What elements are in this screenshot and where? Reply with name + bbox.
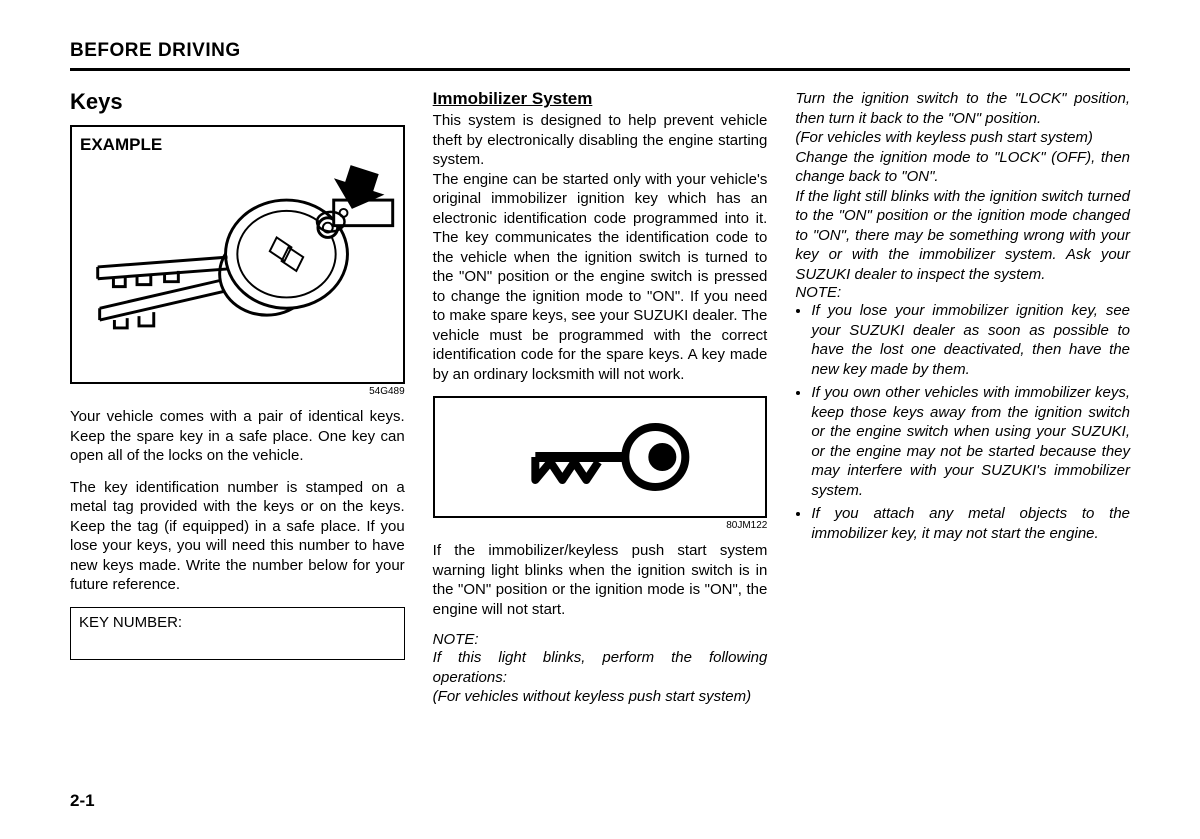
keys-title: Keys [70,89,405,115]
keys-figure-caption: 54G489 [70,386,405,397]
keys-illustration [80,159,395,369]
column-1: Keys EXAMPLE [70,89,405,719]
immob-figure-box [433,396,768,518]
immobilizer-icon [439,402,762,512]
note-text-1: If this light blinks, perform the follow… [433,648,768,687]
immob-p1: This system is designed to help prevent … [433,111,768,170]
keys-p1: Your vehicle comes with a pair of identi… [70,407,405,466]
col3-p3: Change the ignition mode to "LOCK" (OFF)… [795,148,1130,187]
content-columns: Keys EXAMPLE [70,89,1130,719]
immob-p2: The engine can be started only with your… [433,170,768,385]
keys-p2: The key identification number is stamped… [70,478,405,595]
note-bullets: If you lose your immobilizer ignition ke… [795,301,1130,543]
note-label-1: NOTE: [433,631,768,648]
immobilizer-title: Immobilizer System [433,89,768,109]
immob-figure-caption: 80JM122 [433,520,768,531]
column-3: Turn the ignition switch to the "LOCK" p… [795,89,1130,719]
key-number-box: KEY NUMBER: [70,607,405,660]
page-header: BEFORE DRIVING [70,40,1130,71]
example-label: EXAMPLE [80,135,395,155]
note-label-2: NOTE: [795,284,1130,301]
key-number-label: KEY NUMBER: [79,614,182,631]
keys-figure-box: EXAMPLE [70,125,405,384]
bullet-3: If you attach any metal objects to the i… [811,504,1130,543]
col3-p4: If the light still blinks with the ignit… [795,187,1130,285]
immob-p3: If the immobilizer/keyless push start sy… [433,541,768,619]
bullet-1: If you lose your immobilizer ignition ke… [811,301,1130,379]
col3-p2: (For vehicles with keyless push start sy… [795,128,1130,148]
column-2: Immobilizer System This system is design… [433,89,768,719]
page-number: 2-1 [70,791,95,811]
note-text-2: (For vehicles without keyless push start… [433,687,768,707]
bullet-2: If you own other vehicles with immobiliz… [811,383,1130,500]
col3-p1: Turn the ignition switch to the "LOCK" p… [795,89,1130,128]
